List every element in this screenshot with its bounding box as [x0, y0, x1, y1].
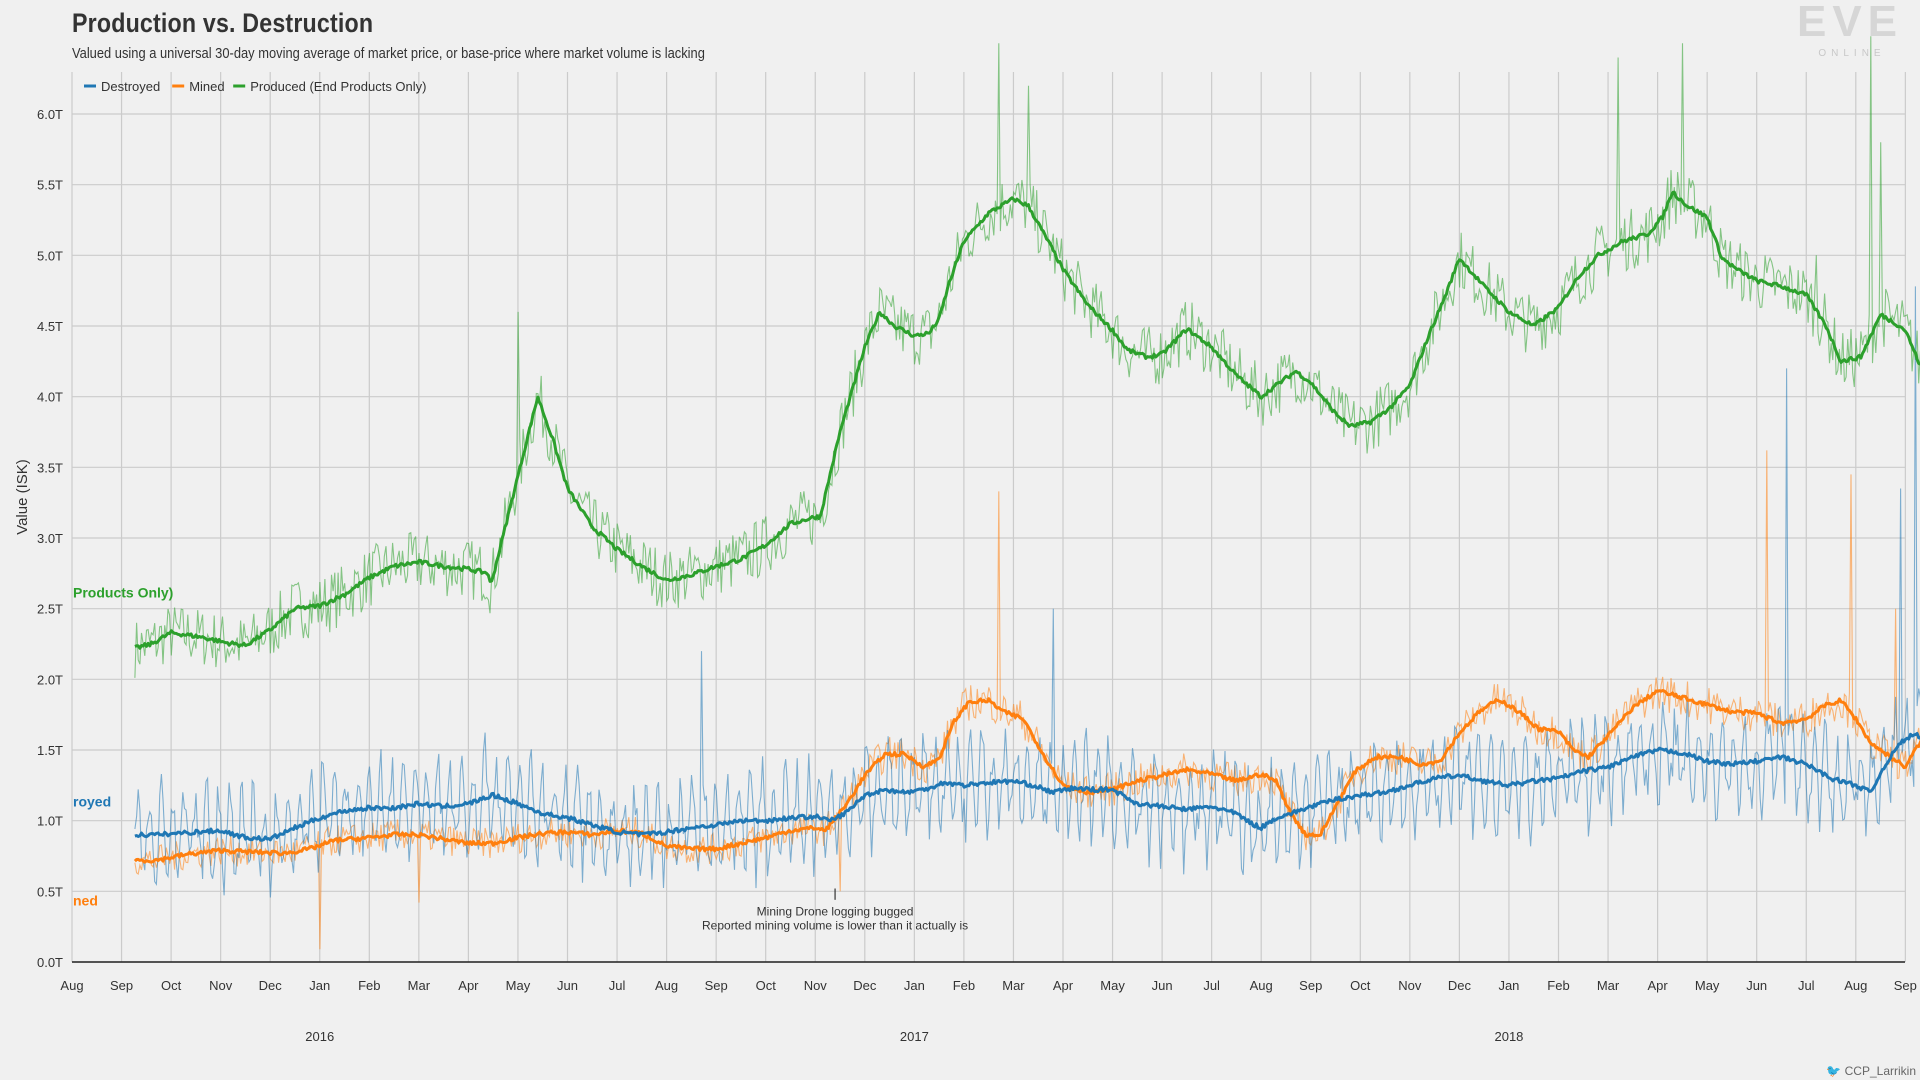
annotation-text: Reported mining volume is lower than it … [702, 919, 968, 933]
y-tick-label: 3.5T [37, 460, 63, 475]
x-tick-label: Jun [1152, 978, 1173, 993]
x-tick-label: Feb [1547, 978, 1569, 993]
y-tick-label: 5.5T [37, 178, 63, 193]
x-tick-label: Apr [1053, 978, 1074, 993]
annotation-layer: Products Only) royed ned Mining Drone loggi… [73, 584, 968, 932]
series-label-fragment-mined: ned [73, 892, 98, 908]
legend-label-destroyed: Destroyed [101, 79, 160, 94]
raw-line-mined [134, 450, 1920, 950]
y-tick-label: 5.0T [37, 248, 63, 263]
legend-label-mined: Mined [189, 79, 224, 94]
y-tick-label: 3.0T [37, 531, 63, 546]
x-tick-label: Nov [804, 978, 828, 993]
raw-series-layer [134, 36, 1920, 950]
x-tick-label: Mar [1597, 978, 1620, 993]
legend-label-produced: Produced (End Products Only) [250, 79, 426, 94]
grid-layer [71, 72, 1906, 963]
series-label-fragment-destroyed: royed [73, 794, 111, 810]
smoothed-line-produced [134, 190, 1920, 650]
x-tick-label: May [506, 978, 531, 993]
logo-sub-text: ONLINE [1818, 48, 1885, 59]
smoothed-series-layer [133, 190, 1920, 864]
x-tick-label: Jul [1798, 978, 1815, 993]
smoothed-line-destroyed [134, 732, 1920, 842]
x-tick-label: Dec [853, 978, 877, 993]
x-tick-label: Jul [1203, 978, 1220, 993]
x-tick-label: Jun [1746, 978, 1767, 993]
x-tick-label: Dec [1448, 978, 1472, 993]
x-tick-label: Aug [655, 978, 678, 993]
y-tick-label: 4.5T [37, 319, 63, 334]
x-tick-label: Jul [609, 978, 626, 993]
x-tick-label: Jan [1498, 978, 1519, 993]
year-label: 2017 [900, 1029, 929, 1044]
x-tick-label: Jan [309, 978, 330, 993]
x-tick-label: Jan [904, 978, 925, 993]
x-tick-label: Oct [1350, 978, 1371, 993]
x-tick-label: Sep [705, 978, 728, 993]
y-tick-label: 6.0T [37, 107, 63, 122]
x-tick-label: May [1695, 978, 1720, 993]
x-tick-label: Apr [1647, 978, 1668, 993]
chart-title: Production vs. Destruction [72, 8, 374, 38]
y-axis-label: Value (ISK) [14, 459, 31, 535]
twitter-bird-icon: 🐦 [1826, 1064, 1842, 1078]
x-tick-label: Mar [408, 978, 431, 993]
x-tick-label: May [1100, 978, 1125, 993]
twitter-credit: 🐦 CCP_Larrikin [1826, 1064, 1916, 1078]
y-tick-label: 0.0T [37, 955, 63, 970]
y-tick-label: 2.0T [37, 672, 63, 687]
smoothed-line-mined [133, 689, 1920, 864]
x-tick-label: Nov [209, 978, 233, 993]
chart-subtitle: Valued using a universal 30-day moving a… [72, 45, 705, 62]
y-tick-label: 4.0T [37, 390, 63, 405]
x-tick-label: Nov [1398, 978, 1422, 993]
y-tick-label: 1.5T [37, 743, 63, 758]
x-tick-label: Apr [458, 978, 479, 993]
x-tick-label: Oct [756, 978, 777, 993]
annotation-text: Mining Drone logging bugged [757, 905, 914, 919]
axis-layer: 0.0T 0.5T 1.0T 1.5T 2.0T 2.5T 3.0T 3.5T 4.0T 4.5T… [14, 107, 1917, 1044]
series-label-fragment-produced: Products Only) [73, 584, 173, 600]
x-tick-label: Dec [259, 978, 283, 993]
x-tick-label: Sep [1894, 978, 1917, 993]
y-tick-label: 2.5T [37, 602, 63, 617]
raw-line-produced [134, 36, 1920, 678]
y-tick-label: 0.5T [37, 884, 63, 899]
x-tick-label: Aug [1250, 978, 1273, 993]
x-tick-label: Feb [358, 978, 380, 993]
x-tick-label: Aug [60, 978, 83, 993]
legend: Destroyed Mined Produced (End Products Onl… [84, 79, 427, 94]
x-tick-label: Sep [1299, 978, 1322, 993]
logo-main-text: EVE [1797, 0, 1903, 46]
x-tick-label: Aug [1844, 978, 1867, 993]
x-tick-label: Feb [953, 978, 975, 993]
x-tick-label: Mar [1002, 978, 1025, 993]
year-label: 2018 [1494, 1029, 1523, 1044]
eve-online-logo: EVE ONLINE [1797, 0, 1903, 59]
credit-handle: CCP_Larrikin [1844, 1064, 1916, 1078]
year-label: 2016 [305, 1029, 334, 1044]
y-tick-label: 1.0T [37, 814, 63, 829]
x-tick-label: Oct [161, 978, 182, 993]
x-tick-label: Jun [557, 978, 578, 993]
x-tick-label: Sep [110, 978, 133, 993]
raw-line-destroyed [134, 286, 1920, 898]
